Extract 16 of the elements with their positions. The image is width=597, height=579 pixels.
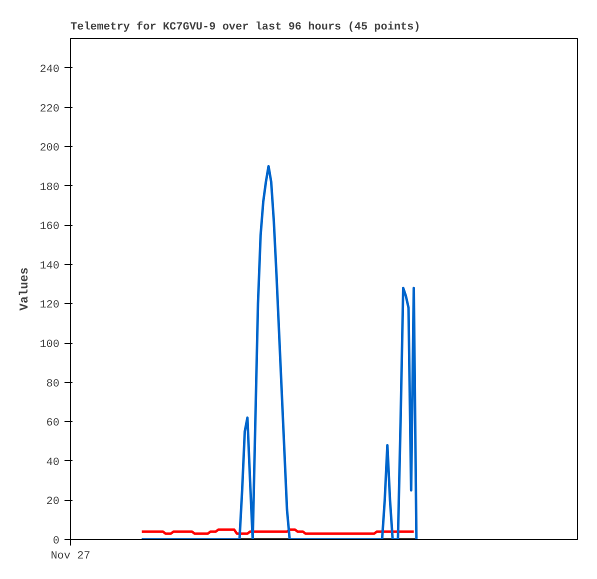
y-axis-title: Values: [18, 267, 32, 311]
y-tick-label: 240: [40, 64, 60, 76]
y-tick-label: 100: [40, 339, 60, 352]
y-tick-label: 80: [46, 378, 60, 390]
y-tick-label: 220: [40, 103, 60, 116]
y-tick-label: 160: [40, 221, 60, 234]
y-tick-label: 140: [40, 260, 60, 272]
y-tick-label: 60: [46, 418, 60, 430]
y-tick-label: 40: [46, 456, 60, 469]
y-tick-label: 20: [46, 496, 60, 508]
x-tick-label: Nov 27: [50, 550, 90, 562]
y-tick-label: 0: [52, 536, 60, 548]
y-tick-label: 120: [40, 300, 60, 312]
y-tick-label: 200: [40, 142, 60, 155]
y-tick-label: 180: [40, 182, 60, 194]
chart-title: Telemetry for KC7GVU-9 over last 96 hours (45 points): [70, 20, 420, 34]
